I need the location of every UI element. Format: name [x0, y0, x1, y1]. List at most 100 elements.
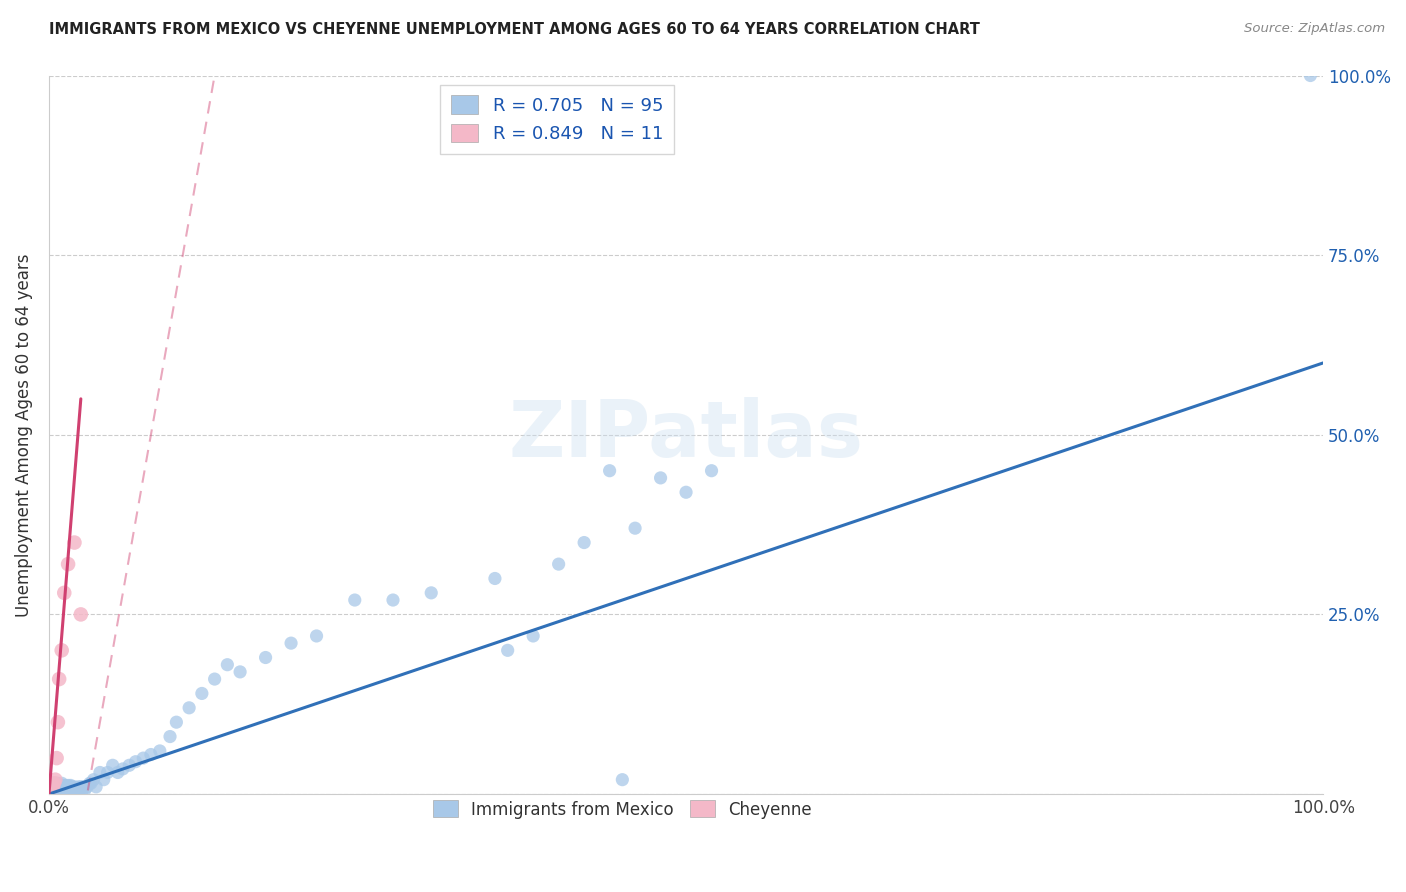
Point: [42, 780, 65, 794]
Point: [217, 657, 239, 672]
Point: [51, 783, 73, 797]
Point: [89, 765, 111, 780]
Point: [111, 762, 134, 776]
Point: [42, 776, 65, 790]
Point: [547, 557, 569, 571]
Point: [84, 780, 107, 794]
Point: [55, 779, 77, 793]
Point: [44, 772, 66, 787]
Point: [44, 783, 66, 797]
Point: [66, 783, 89, 797]
Point: [650, 471, 672, 485]
Point: [55, 783, 77, 797]
Point: [51, 643, 73, 657]
Point: [46, 715, 69, 730]
Point: [44, 776, 66, 790]
Point: [69, 780, 91, 794]
Point: [42, 780, 65, 794]
Point: [63, 780, 86, 794]
Point: [124, 755, 146, 769]
Point: [42, 783, 65, 797]
Point: [48, 780, 70, 794]
Point: [229, 665, 252, 679]
Point: [39, 780, 62, 794]
Text: Source: ZipAtlas.com: Source: ZipAtlas.com: [1244, 22, 1385, 36]
Point: [59, 783, 82, 797]
Point: [149, 744, 172, 758]
Legend: Immigrants from Mexico, Cheyenne: Immigrants from Mexico, Cheyenne: [426, 794, 818, 825]
Point: [70, 783, 93, 797]
Point: [107, 765, 129, 780]
Point: [76, 780, 98, 794]
Point: [79, 776, 101, 790]
Point: [132, 751, 155, 765]
Point: [60, 783, 83, 797]
Point: [165, 715, 187, 730]
Point: [675, 485, 697, 500]
Point: [522, 629, 544, 643]
Text: ZIPatlas: ZIPatlas: [509, 397, 863, 473]
Point: [45, 780, 67, 794]
Point: [204, 672, 226, 686]
Point: [48, 783, 70, 797]
Point: [382, 593, 405, 607]
Point: [139, 747, 162, 762]
Point: [484, 572, 506, 586]
Point: [45, 776, 67, 790]
Point: [159, 730, 181, 744]
Point: [49, 783, 72, 797]
Point: [41, 776, 63, 790]
Point: [46, 776, 69, 790]
Point: [46, 780, 69, 794]
Point: [1299, 69, 1322, 83]
Point: [73, 783, 96, 797]
Point: [624, 521, 647, 535]
Point: [48, 672, 70, 686]
Point: [700, 464, 723, 478]
Point: [343, 593, 366, 607]
Point: [39, 783, 62, 797]
Point: [52, 783, 75, 797]
Point: [179, 701, 201, 715]
Point: [93, 772, 115, 787]
Point: [44, 780, 66, 794]
Point: [46, 783, 69, 797]
Point: [56, 557, 79, 571]
Point: [572, 535, 595, 549]
Point: [612, 772, 634, 787]
Point: [63, 535, 86, 549]
Point: [49, 779, 72, 793]
Point: [51, 780, 73, 794]
Point: [599, 464, 621, 478]
Point: [69, 783, 91, 797]
Point: [65, 783, 87, 797]
Point: [280, 636, 302, 650]
Point: [42, 780, 65, 794]
Point: [51, 776, 73, 790]
Point: [41, 780, 63, 794]
Point: [58, 780, 80, 794]
Point: [72, 780, 94, 794]
Point: [305, 629, 328, 643]
Point: [118, 758, 141, 772]
Point: [45, 751, 67, 765]
Y-axis label: Unemployment Among Ages 60 to 64 years: Unemployment Among Ages 60 to 64 years: [15, 253, 32, 616]
Point: [56, 779, 79, 793]
Point: [58, 783, 80, 797]
Text: IMMIGRANTS FROM MEXICO VS CHEYENNE UNEMPLOYMENT AMONG AGES 60 TO 64 YEARS CORREL: IMMIGRANTS FROM MEXICO VS CHEYENNE UNEMP…: [49, 22, 980, 37]
Point: [67, 780, 90, 794]
Point: [53, 586, 76, 600]
Point: [56, 783, 79, 797]
Point: [496, 643, 519, 657]
Point: [42, 776, 65, 790]
Point: [80, 776, 103, 790]
Point: [42, 783, 65, 797]
Point: [191, 686, 214, 700]
Point: [63, 783, 86, 797]
Point: [97, 765, 120, 780]
Point: [56, 783, 79, 797]
Point: [41, 783, 63, 797]
Point: [59, 779, 82, 793]
Point: [53, 783, 76, 797]
Point: [53, 780, 76, 794]
